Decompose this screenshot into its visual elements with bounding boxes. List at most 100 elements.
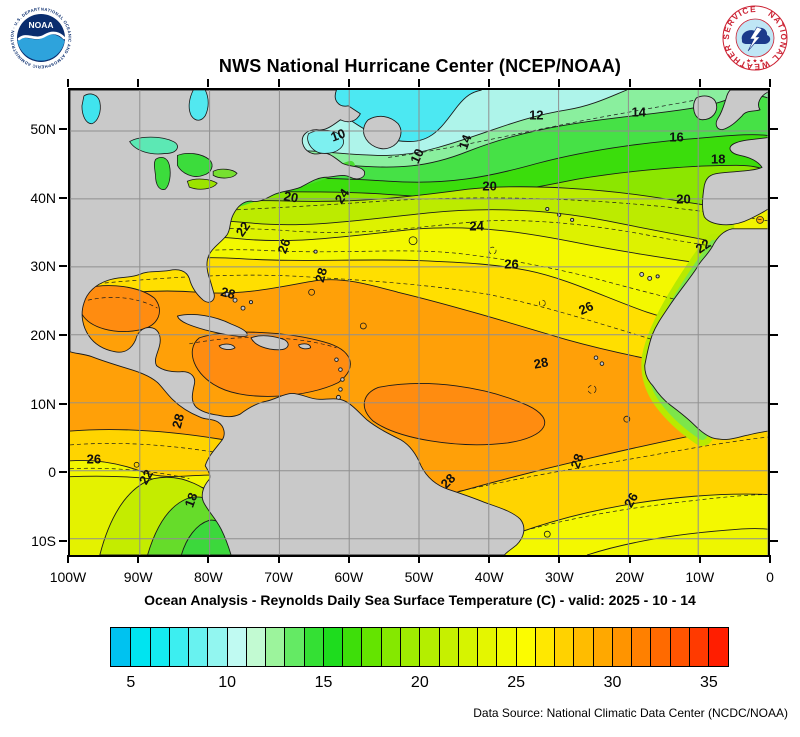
colorbar-cell <box>631 628 651 666</box>
x-tick <box>207 555 210 563</box>
y-tick <box>770 265 778 268</box>
x-tick <box>769 555 771 563</box>
colorbar-cell <box>496 628 516 666</box>
x-axis-label: 50W <box>404 569 434 585</box>
contour-label: 20 <box>676 191 691 207</box>
colorbar-tick-label: 15 <box>314 674 333 691</box>
colorbar-tick-label: 20 <box>410 674 429 691</box>
gulf-st-lawrence <box>307 129 344 154</box>
x-tick <box>628 555 631 563</box>
colorbar <box>110 627 729 667</box>
x-axis-label: 30W <box>544 569 574 585</box>
x-tick <box>67 555 69 563</box>
x-tick <box>558 79 561 87</box>
y-axis-label: 10N <box>30 395 56 412</box>
sst-map-svg <box>70 90 768 555</box>
x-tick <box>769 79 771 87</box>
contour-label: 14 <box>631 104 646 120</box>
lake-ontario <box>212 168 238 179</box>
lake-michigan <box>153 157 171 190</box>
colorbar-cell <box>342 628 362 666</box>
contour-label: 28 <box>169 412 188 431</box>
y-tick <box>770 196 778 199</box>
y-tick <box>770 402 778 405</box>
colorbar-tick-label: 5 <box>126 674 136 691</box>
colorbar-cell <box>688 628 709 666</box>
x-tick <box>488 555 491 563</box>
nws-stars: ★ ★ ★ <box>746 59 764 65</box>
y-tick <box>770 539 778 542</box>
colorbar-cell <box>554 628 574 666</box>
contour-label: 20 <box>482 178 497 194</box>
subtitle: Ocean Analysis - Reynolds Daily Sea Surf… <box>144 592 696 608</box>
colorbar-cell <box>708 628 728 666</box>
x-tick <box>628 79 631 87</box>
grid-lines <box>70 90 768 555</box>
colorbar-cell <box>245 628 266 666</box>
colorbar-cell <box>149 628 169 666</box>
colorbar-cell <box>226 628 246 666</box>
y-tick <box>59 128 67 131</box>
land-jamaica <box>218 343 236 350</box>
contour-label: 16 <box>669 129 684 145</box>
contour-label: 18 <box>711 151 726 167</box>
noaa-sea <box>17 34 65 61</box>
lake-huron <box>176 152 213 177</box>
land-cuba <box>176 314 248 337</box>
x-tick <box>277 555 280 563</box>
lake-winnipeg <box>81 93 101 125</box>
y-axis-label: 0 <box>48 464 56 480</box>
y-tick <box>770 333 778 336</box>
colorbar-cell <box>361 628 381 666</box>
sst-map: 10 10 14 12 14 16 18 20 24 20 20 22 22 24 26 26 26 28 28 28… <box>68 88 770 557</box>
colorbar-cell <box>477 628 497 666</box>
y-axis-label: 10S <box>31 532 56 549</box>
y-axis-label: 40N <box>30 189 56 206</box>
colorbar-cell <box>534 628 555 666</box>
colorbar-cell <box>322 628 343 666</box>
nws-logo: NATIONAL WEATHER SERVICE ★ ★ ★ <box>722 5 788 71</box>
page-title: NWS National Hurricane Center (NCEP/NOAA… <box>218 56 622 76</box>
x-axis-label: 70W <box>264 569 293 585</box>
x-axis-label: 40W <box>474 569 504 585</box>
colorbar-cell <box>650 628 670 666</box>
y-axis-label: 20N <box>30 326 56 343</box>
noaa-logo: NATIONAL OCEANIC AND ATMOSPHERIC ADMINIS… <box>10 7 72 69</box>
y-axis-label: 30N <box>30 258 56 275</box>
contour-label: 24 <box>469 218 484 234</box>
x-axis-label: 80W <box>193 569 223 585</box>
warm-pool-atlantic <box>363 383 546 446</box>
x-tick <box>277 79 280 87</box>
contour-label: 28 <box>532 353 550 372</box>
land-britain <box>715 90 768 131</box>
nws-lightning-icon <box>747 26 763 52</box>
contour-label: 26 <box>504 256 519 271</box>
y-tick <box>770 128 778 131</box>
colorbar-cell <box>265 628 285 666</box>
contour-label: 26 <box>86 451 102 467</box>
data-source: Data Source: National Climatic Data Cent… <box>473 706 788 720</box>
noaa-center-text: NOAA <box>28 20 53 30</box>
colorbar-tick-label: 30 <box>603 674 622 691</box>
james-bay <box>188 90 209 121</box>
land-france-iberia <box>702 137 768 226</box>
x-axis-label: 20W <box>615 569 644 585</box>
x-axis-label: 90W <box>123 569 153 585</box>
x-axis-label: 100W <box>49 569 87 585</box>
y-tick <box>59 196 67 199</box>
x-axis-label: 60W <box>334 569 364 585</box>
colorbar-cell <box>669 628 689 666</box>
x-tick <box>698 555 701 563</box>
colorbar-cell <box>419 628 439 666</box>
land-north-south-america <box>70 90 525 555</box>
x-axis-label: 0 <box>766 569 774 585</box>
colorbar-tick-label: 10 <box>218 674 237 691</box>
colorbar-tick-label: 25 <box>507 674 526 691</box>
colorbar-cell <box>592 628 612 666</box>
colorbar-cell <box>207 628 227 666</box>
x-tick <box>137 555 140 563</box>
colorbar-cell <box>168 628 189 666</box>
x-tick <box>137 79 140 87</box>
colorbar-cell <box>457 628 478 666</box>
